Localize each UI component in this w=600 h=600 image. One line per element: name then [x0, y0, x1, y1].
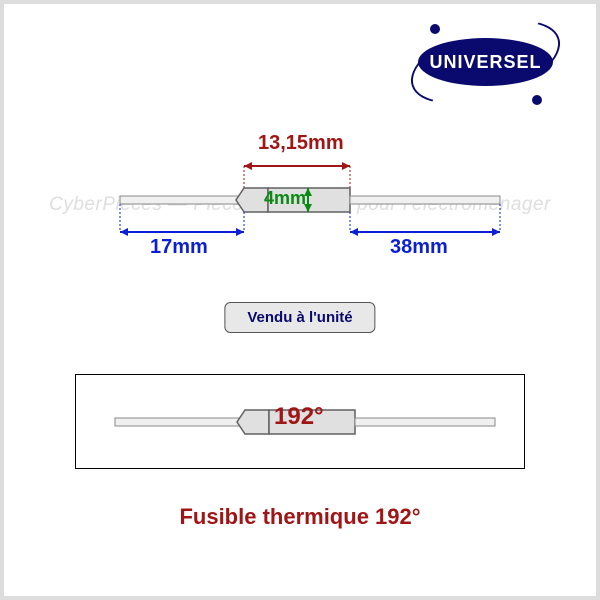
fuse-lead-left — [120, 196, 244, 204]
dim-body-length — [244, 162, 350, 189]
fuse-lead-right — [350, 196, 500, 204]
product-caption: Fusible thermique 192° — [4, 504, 596, 530]
fuse-lead-left — [115, 418, 245, 426]
label-body-length: 13,15mm — [258, 132, 344, 155]
dimension-diagram: 13,15mm 4mm 17mm 38mm — [60, 144, 540, 254]
logo-dot — [532, 95, 542, 105]
dim-lead-right — [350, 204, 500, 236]
label-temperature: 192° — [274, 403, 324, 431]
label-lead-left: 17mm — [150, 236, 208, 259]
temperature-diagram-box: 192° — [75, 374, 525, 469]
dim-lead-left — [120, 204, 244, 236]
brand-logo: UNIVERSEL — [406, 22, 566, 107]
fuse-cap — [237, 410, 269, 434]
unit-badge: Vendu à l'unité — [224, 302, 375, 333]
logo-dot — [430, 24, 440, 34]
logo-text: UNIVERSEL — [429, 52, 541, 73]
logo-oval: UNIVERSEL — [418, 38, 553, 86]
label-lead-right: 38mm — [390, 236, 448, 259]
label-diameter: 4mm — [264, 188, 306, 209]
thermal-fuse-component — [120, 188, 500, 212]
fuse-lead-right — [355, 418, 495, 426]
